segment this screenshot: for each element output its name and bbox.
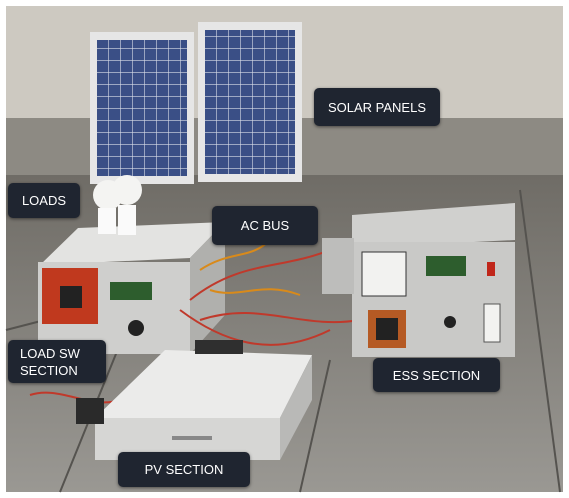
photo [0, 0, 569, 498]
label: SOLAR PANELS [314, 88, 440, 126]
meter [76, 398, 104, 424]
label: LOAD SW SECTION [8, 340, 106, 383]
label: AC BUS [212, 206, 318, 245]
label: PV SECTION [118, 452, 250, 487]
label: ESS SECTION [373, 358, 500, 392]
screenshot: SOLAR PANELS LOADS AC BUS LOAD SW SECTIO… [0, 0, 569, 498]
label: LOADS [8, 183, 80, 218]
